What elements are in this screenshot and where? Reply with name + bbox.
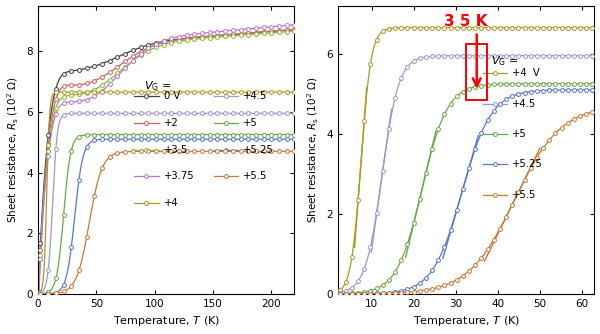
Text: +5: +5 xyxy=(243,118,258,128)
Text: $V_\mathrm{G}$ =: $V_\mathrm{G}$ = xyxy=(145,79,172,93)
Text: +5.5: +5.5 xyxy=(243,171,268,181)
Text: +5.5: +5.5 xyxy=(512,189,537,199)
Text: +4.5: +4.5 xyxy=(243,92,268,102)
Y-axis label: Sheet resistance, $R_\mathrm{s}$ (10$^2$ $\Omega$): Sheet resistance, $R_\mathrm{s}$ (10$^2$… xyxy=(305,76,321,223)
Text: 0 V: 0 V xyxy=(164,92,180,102)
X-axis label: Temperature, $T$ (K): Temperature, $T$ (K) xyxy=(413,314,520,328)
Text: $V_\mathrm{G}$ =: $V_\mathrm{G}$ = xyxy=(491,54,518,68)
Text: +4  V: +4 V xyxy=(512,68,540,78)
Text: +3.75: +3.75 xyxy=(164,171,194,181)
Y-axis label: Sheet resistance, $R_\mathrm{s}$ (10$^2$ $\Omega$): Sheet resistance, $R_\mathrm{s}$ (10$^2$… xyxy=(5,76,21,223)
Text: +4.5: +4.5 xyxy=(512,99,536,109)
Text: +4: +4 xyxy=(164,198,178,208)
Text: +5.25: +5.25 xyxy=(512,159,543,169)
Text: +5: +5 xyxy=(512,129,527,139)
Text: 3 5 K: 3 5 K xyxy=(445,14,488,29)
Bar xyxy=(466,44,487,100)
Text: +5.25: +5.25 xyxy=(243,145,274,155)
Text: +2: +2 xyxy=(164,118,178,128)
Text: +3.5: +3.5 xyxy=(164,145,188,155)
X-axis label: Temperature, $T$ (K): Temperature, $T$ (K) xyxy=(113,314,220,328)
